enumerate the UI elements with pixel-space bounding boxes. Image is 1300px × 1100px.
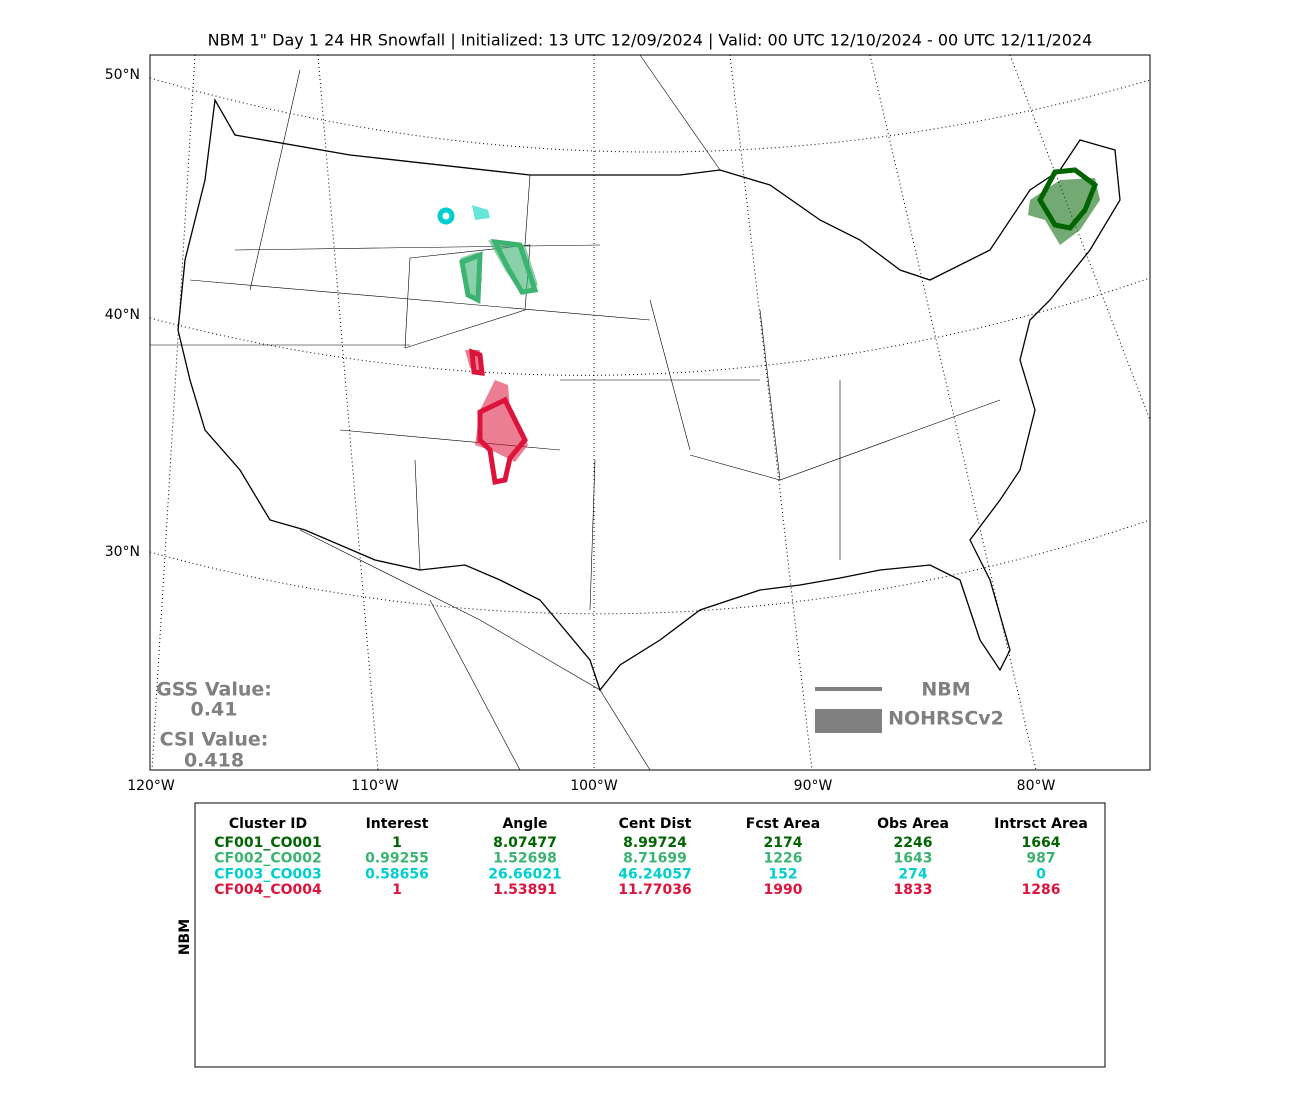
table-frame <box>194 802 1106 1068</box>
table-cell: 1664 <box>1022 835 1061 851</box>
column-header: Intrsct Area <box>994 816 1088 832</box>
title: NBM 1" Day 1 24 HR Snowfall | Initialize… <box>208 31 1093 50</box>
lat-label: 30°N <box>105 544 140 560</box>
lat-label: 40°N <box>105 307 140 323</box>
table-cell: 1643 <box>894 851 933 867</box>
table-cell: CF002_CO002 <box>214 851 321 867</box>
fcst-cluster <box>459 238 539 304</box>
column-header: Cluster ID <box>229 816 307 832</box>
table-cell: 274 <box>898 866 927 882</box>
table-cell: 1226 <box>764 851 803 867</box>
csi-value: 0.418 <box>184 750 244 772</box>
borders <box>150 54 1001 771</box>
table-cell: 1 <box>392 835 402 851</box>
coastline <box>177 97 1121 692</box>
csi-label: CSI Value: <box>160 729 269 751</box>
table-cell: 8.99724 <box>623 835 687 851</box>
legend-label: NOHRSCv2 <box>888 708 1004 730</box>
table-cell: 46.24057 <box>618 866 692 882</box>
lat-label: 50°N <box>105 67 140 83</box>
lon-label: 110°W <box>351 778 399 794</box>
table-cell: 0.99255 <box>365 851 429 867</box>
column-header: Fcst Area <box>746 816 820 832</box>
table-cell: 2246 <box>894 835 933 851</box>
gss-value: 0.41 <box>191 699 238 721</box>
map-frame <box>149 54 1151 771</box>
table-side-label: NBM <box>177 919 193 955</box>
table-cell: 0 <box>1036 866 1046 882</box>
lon-label: 90°W <box>794 778 833 794</box>
table-cell: 8.71699 <box>623 851 687 867</box>
gss-label: GSS Value: <box>156 679 272 701</box>
obs-cluster <box>1028 178 1100 245</box>
table-cell: CF001_CO001 <box>214 835 321 851</box>
map: NBM NOHRSCv2 GSS Value: 0.41 CSI Value: … <box>149 54 1151 772</box>
column-header: Obs Area <box>877 816 949 832</box>
table-cell: 1833 <box>894 882 933 898</box>
table-cell: 8.07477 <box>493 835 557 851</box>
column-header: Angle <box>502 816 547 832</box>
meridian <box>151 54 196 771</box>
table-cell: 1286 <box>1022 882 1061 898</box>
lon-label: 120°W <box>127 778 175 794</box>
table-cell: 2174 <box>764 835 803 851</box>
table-cell: 152 <box>768 866 797 882</box>
table-cell: CF004_CO004 <box>214 882 322 898</box>
table-cell: 26.66021 <box>488 866 562 882</box>
legend-patch <box>815 709 882 733</box>
lon-label: 100°W <box>570 778 618 794</box>
table-cell: 987 <box>1026 851 1055 867</box>
fcst-cluster <box>469 348 528 485</box>
table-cell: 1.53891 <box>493 882 557 898</box>
column-header: Cent Dist <box>619 816 692 832</box>
lon-label: 80°W <box>1017 778 1056 794</box>
table-cell: 11.77036 <box>618 882 692 898</box>
parallel <box>149 277 1151 376</box>
column-header: Interest <box>366 816 429 832</box>
table-cell: 1.52698 <box>493 851 557 867</box>
obs-cluster <box>472 205 490 220</box>
fcst-cluster <box>437 207 455 225</box>
fcst-cluster <box>1037 167 1099 231</box>
legend-label: NBM <box>921 679 970 701</box>
table-cell: 1990 <box>764 882 803 898</box>
table-cell: 1 <box>392 882 402 898</box>
table-cell: 0.58656 <box>365 866 429 882</box>
table-cell: CF003_CO003 <box>214 866 321 882</box>
